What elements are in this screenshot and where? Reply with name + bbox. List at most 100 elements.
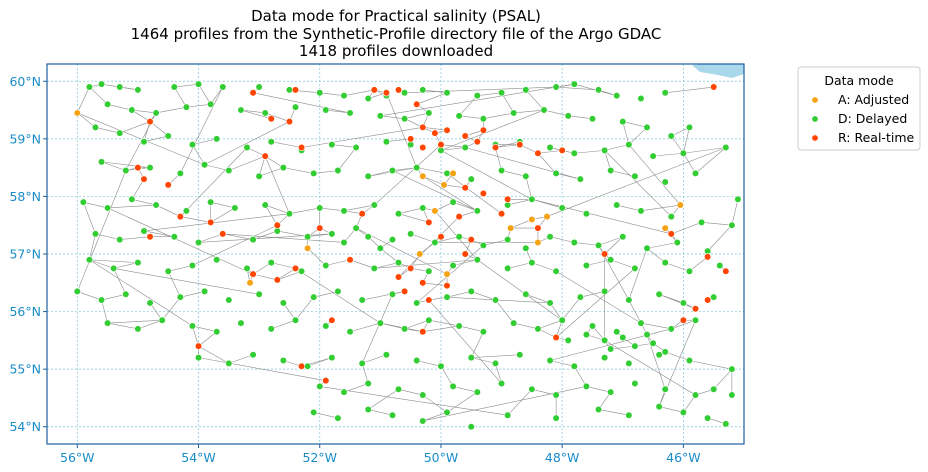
trajectory-segment-137 — [204, 164, 229, 171]
point-d-171 — [661, 259, 669, 267]
trajectory-segment-335 — [610, 345, 635, 350]
point-d-160 — [370, 264, 378, 272]
trajectory-segment-297 — [107, 322, 138, 330]
trajectory-segment-175 — [319, 207, 345, 212]
trajectory-segment-402 — [537, 150, 563, 154]
point-d-52 — [164, 132, 172, 140]
point-d-222 — [582, 331, 591, 339]
trajectory-segment-375 — [586, 386, 611, 393]
trajectory-segment-194 — [707, 225, 733, 252]
trajectory-segment-86 — [543, 109, 569, 117]
point-d-8 — [285, 86, 294, 94]
trajectory-segment-317 — [513, 322, 538, 330]
point-d-199 — [104, 319, 112, 327]
trajectory-segment-231 — [646, 242, 678, 249]
trajectory-segment-140 — [259, 167, 284, 177]
trajectory-segment-415 — [555, 268, 636, 338]
point-d-108 — [394, 210, 403, 218]
point-r-3 — [382, 89, 391, 97]
trajectory-segment-315 — [422, 325, 460, 333]
point-d-189 — [467, 287, 475, 296]
point-r-14 — [479, 126, 487, 134]
point-r-41 — [437, 233, 445, 241]
trajectory-segment-98 — [95, 127, 120, 134]
point-r-25 — [134, 164, 142, 172]
point-d-196 — [655, 290, 663, 298]
point-d-259 — [528, 385, 536, 393]
point-d-141 — [522, 244, 530, 252]
trajectory-segment-174 — [143, 213, 290, 232]
point-d-50 — [116, 129, 124, 137]
trajectory-segment-385 — [598, 409, 629, 416]
trajectory-segment-130 — [683, 153, 696, 174]
trajectory-segment-131 — [101, 161, 126, 171]
point-r-55 — [443, 282, 451, 290]
trajectory-segment-265 — [665, 262, 690, 272]
legend-title: Data mode — [824, 73, 894, 88]
trajectory-segment-291 — [628, 299, 642, 324]
point-d-60 — [382, 138, 391, 146]
point-d-142 — [546, 233, 554, 241]
point-d-234 — [279, 356, 287, 365]
point-d-28 — [182, 103, 190, 111]
trajectory-segment-309 — [295, 268, 381, 324]
x-tick-label-1: 54°W — [181, 450, 216, 465]
point-d-87 — [497, 166, 506, 175]
trajectory-segment-111 — [386, 138, 411, 143]
point-d-119 — [697, 218, 706, 226]
point-d-93 — [661, 178, 669, 186]
trajectory-segment-195 — [95, 233, 120, 240]
trajectory-segment-205 — [222, 233, 254, 240]
point-r-44 — [600, 250, 609, 258]
point-a-2 — [449, 169, 457, 177]
point-d-182 — [279, 299, 287, 307]
point-r-36 — [207, 218, 215, 226]
trajectory-segment-207 — [277, 230, 308, 238]
point-d-155 — [243, 264, 251, 272]
trajectory-segment-107 — [271, 141, 302, 148]
trajectory-segment-383 — [422, 412, 448, 422]
point-d-165 — [504, 264, 512, 272]
trajectory-segment-306 — [349, 322, 381, 333]
trajectory-segment-193 — [671, 222, 702, 235]
point-d-1 — [97, 80, 106, 88]
trajectory-segment-96 — [695, 147, 727, 174]
point-d-151 — [134, 259, 142, 267]
point-d-4 — [170, 83, 178, 91]
trajectory-segment-125 — [574, 150, 605, 154]
point-d-146 — [643, 244, 651, 252]
point-d-53 — [188, 141, 197, 149]
point-r-64 — [419, 328, 427, 336]
point-r-20 — [516, 141, 524, 149]
point-d-16 — [473, 92, 481, 100]
point-d-79 — [279, 164, 287, 172]
x-tick-label-0: 56°W — [60, 450, 95, 465]
trajectory-segment-209 — [307, 233, 332, 238]
point-r-54 — [419, 279, 427, 287]
trajectory-segment-364 — [319, 386, 508, 416]
y-tick-label-4: 58°N — [9, 189, 41, 204]
trajectory-segment-139 — [228, 155, 266, 171]
point-d-6 — [219, 83, 227, 91]
point-d-129 — [304, 233, 312, 241]
point-r-61 — [691, 305, 700, 313]
trajectory-segment-88 — [568, 115, 593, 119]
point-d-104 — [285, 210, 294, 218]
trajectory-segment-115 — [440, 150, 533, 200]
legend-marker-delayed — [811, 115, 819, 123]
point-d-205 — [267, 325, 275, 333]
trajectory-segment-60 — [380, 83, 575, 117]
point-a-4 — [528, 215, 536, 224]
trajectory-segment-270 — [101, 294, 126, 301]
trajectory-segment-37 — [198, 83, 211, 105]
chart-title-line-1: Data mode for Practical salinity (PSAL) — [251, 7, 541, 25]
trajectory-segment-180 — [398, 207, 423, 214]
point-d-255 — [419, 391, 427, 399]
point-r-7 — [146, 117, 154, 126]
trajectory-segment-260 — [531, 262, 557, 272]
point-d-72 — [97, 158, 106, 166]
point-d-210 — [400, 325, 409, 333]
trajectory-segment-91 — [628, 127, 648, 145]
point-d-280 — [679, 408, 687, 416]
legend: Data mode A: Adjusted D: Delayed R: Real… — [797, 66, 921, 151]
